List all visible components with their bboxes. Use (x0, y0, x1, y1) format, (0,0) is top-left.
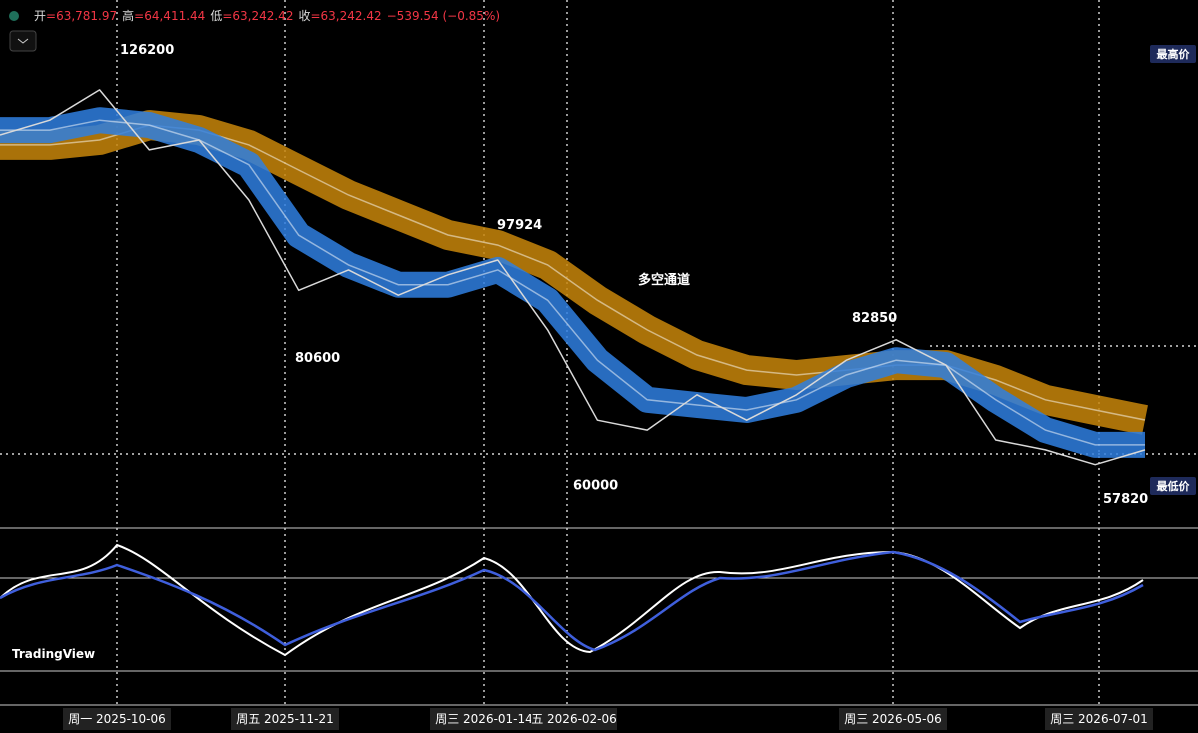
low-label: 低 (210, 9, 222, 23)
watermark: TradingView (12, 647, 95, 661)
x-label-box (839, 708, 947, 730)
x-label: 周三 2026-01-14 (435, 712, 533, 726)
signal-line (0, 550, 1144, 652)
open-value: =63,781.97 (46, 9, 117, 23)
price-badge-label: 最高价 (1157, 47, 1191, 61)
close-value: =63,242.42 (310, 9, 381, 23)
change-value: −539.54 (−0.85%) (387, 9, 500, 23)
open-label: 开 (34, 9, 46, 23)
price-annotation: 126200 (120, 43, 174, 58)
x-label: 五 2026-02-06 (531, 712, 617, 726)
price-badge-label: 最低价 (1157, 479, 1191, 493)
x-label-box (430, 708, 538, 730)
x-label: 周一 2025-10-06 (68, 712, 166, 726)
channel-label: 多空通道 (638, 272, 690, 288)
status-dot (9, 11, 19, 21)
high-label: 高 (122, 8, 134, 23)
x-label-box (531, 708, 617, 730)
x-label: 周五 2025-11-21 (236, 712, 334, 726)
high-value: =64,411.44 (134, 9, 205, 23)
series-price (0, 89, 1146, 466)
price-annotation: 82850 (852, 311, 897, 326)
chevron (17, 38, 29, 44)
close-label: 收 (298, 9, 310, 23)
price-annotation: 97924 (497, 218, 542, 233)
x-label: 周三 2026-05-06 (844, 712, 942, 726)
x-label-box (1045, 708, 1153, 730)
macd-line (0, 543, 1144, 657)
low-value: =63,242.42 (222, 9, 293, 23)
price-annotation: 60000 (573, 479, 618, 494)
header: 开=63,781.97 高=64,411.44 低=63,242.42 收=63,24… (34, 8, 500, 23)
price-badge (1150, 45, 1196, 63)
band-center-fast (0, 119, 1145, 446)
vertical-markers (0, 0, 1198, 705)
price-badge (1150, 477, 1196, 495)
x-label-box (231, 708, 339, 730)
panel-lines (0, 527, 1198, 706)
collapse-button[interactable] (9, 30, 37, 52)
x-label-box (63, 708, 171, 730)
x-label: 周三 2026-07-01 (1050, 712, 1148, 726)
price-annotation: 57820 (1103, 492, 1148, 507)
price-annotation: 80600 (295, 351, 340, 366)
